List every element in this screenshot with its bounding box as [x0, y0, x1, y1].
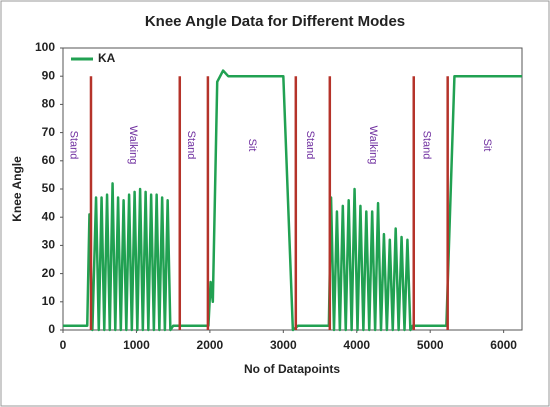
y-tick-label: 100: [35, 40, 55, 54]
y-tick-label: 90: [42, 68, 56, 82]
y-tick-label: 40: [42, 209, 56, 223]
y-axis-label: Knee Angle: [10, 156, 24, 222]
data-line: [63, 69, 522, 332]
y-tick-label: 20: [42, 266, 56, 280]
x-tick-label: 3000: [270, 338, 297, 352]
x-tick-label: 1000: [123, 338, 150, 352]
x-tick-label: 0: [60, 338, 67, 352]
mode-label: Walking: [367, 126, 379, 165]
legend-label: KA: [98, 51, 116, 65]
x-tick-label: 4000: [343, 338, 370, 352]
mode-label: Sit: [246, 139, 258, 152]
y-tick-label: 30: [42, 238, 56, 252]
mode-label: Stand: [421, 131, 433, 160]
y-tick-label: 0: [48, 322, 55, 336]
mode-label: Stand: [185, 131, 197, 160]
mode-label: Walking: [127, 126, 139, 165]
mode-label: Stand: [67, 131, 79, 160]
x-tick-label: 5000: [417, 338, 444, 352]
x-axis-label: No of Datapoints: [244, 362, 340, 376]
y-tick-label: 70: [42, 125, 56, 139]
y-tick-label: 50: [42, 181, 56, 195]
y-tick-label: 80: [42, 97, 56, 111]
mode-label: Sit: [481, 139, 493, 152]
mode-label: Stand: [304, 131, 316, 160]
y-tick-label: 60: [42, 153, 56, 167]
y-tick-label: 10: [42, 294, 56, 308]
x-tick-label: 2000: [197, 338, 224, 352]
chart-title: Knee Angle Data for Different Modes: [145, 13, 405, 30]
x-tick-label: 6000: [490, 338, 517, 352]
